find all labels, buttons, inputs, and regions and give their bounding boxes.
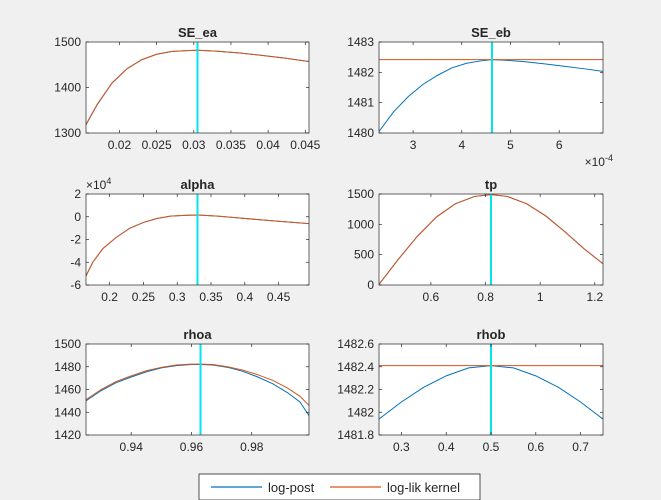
y-tick-label: 500 xyxy=(354,248,374,262)
subplot-title: SE_eb xyxy=(471,25,511,40)
y-tick-label: 1460 xyxy=(54,383,81,397)
subplot-alpha: 0.2 0.25 0.3 0.35 0.4 0.45 -6 -4 -2 0 2 alpha ×104 xyxy=(70,176,310,304)
y-tick-label: 1500 xyxy=(54,337,81,351)
x-tick-label: 0.6 xyxy=(527,440,544,454)
axes-background xyxy=(86,344,309,435)
y-tick-label: 1500 xyxy=(54,35,81,49)
y-tick-label: 1000 xyxy=(347,217,374,231)
subplot-rhob: 0.3 0.4 0.5 0.6 0.7 1481.8 1482 1482.2 1482.4 148… xyxy=(337,327,604,454)
y-exponent-label: ×104 xyxy=(86,176,111,192)
y-tick-label: 1482.2 xyxy=(337,383,374,397)
subplot-se-ea: 0.02 0.025 0.03 0.035 0.04 0.045 1300 1400 1500 S… xyxy=(54,25,320,152)
y-tick-label: 1480 xyxy=(347,126,374,140)
plot-area xyxy=(86,194,309,285)
plot-area xyxy=(379,194,603,285)
y-tick-label: -6 xyxy=(70,278,81,292)
x-tick-label: 0.025 xyxy=(142,138,172,152)
x-tick-label: 4 xyxy=(458,138,465,152)
x-tick-label: 0.25 xyxy=(132,290,156,304)
y-tick-label: 1400 xyxy=(54,81,81,95)
y-tick-label: 1482 xyxy=(347,65,374,79)
y-tick-label: 1482 xyxy=(347,405,374,419)
x-tick-label: 0.035 xyxy=(216,138,246,152)
y-tick-label: 1420 xyxy=(54,428,81,442)
x-tick-label: 0.045 xyxy=(290,138,320,152)
legend-label-log-lik-kernel: log-lik kernel xyxy=(387,480,460,495)
legend-label-log-post: log-post xyxy=(268,480,315,495)
subplot-title: SE_ea xyxy=(178,25,218,40)
plot-area xyxy=(379,42,603,133)
x-tick-label: 0.8 xyxy=(477,290,494,304)
x-tick-label: 0.02 xyxy=(108,138,132,152)
y-tick-label: 1440 xyxy=(54,405,81,419)
series-line-log-lik-kernel xyxy=(86,49,309,125)
x-exponent-label: ×10-4 xyxy=(585,153,613,169)
plot-area xyxy=(86,344,309,435)
x-tick-label: 0.3 xyxy=(393,440,410,454)
subplot-title: rhob xyxy=(477,327,506,342)
subplot-title: tp xyxy=(485,177,497,192)
y-tick-label: 0 xyxy=(367,278,374,292)
x-tick-label: 0.2 xyxy=(101,290,118,304)
x-tick-label: 5 xyxy=(507,138,514,152)
legend: log-post log-lik kernel xyxy=(198,473,481,500)
x-tick-label: 0.45 xyxy=(267,290,291,304)
x-tick-label: 0.4 xyxy=(438,440,455,454)
x-tick-label: 6 xyxy=(556,138,563,152)
x-tick-label: 0.04 xyxy=(256,138,280,152)
y-tick-label: 0 xyxy=(74,210,81,224)
y-tick-label: 1500 xyxy=(347,187,374,201)
y-tick-label: 1300 xyxy=(54,126,81,140)
x-tick-label: 0.3 xyxy=(169,290,186,304)
y-tick-label: 1482.6 xyxy=(337,337,374,351)
plot-area xyxy=(379,344,603,435)
y-tick-label: 1483 xyxy=(347,35,374,49)
y-tick-label: 1482.4 xyxy=(337,360,374,374)
subplot-title: rhoa xyxy=(183,327,212,342)
series-line-log-lik-kernel xyxy=(86,214,309,277)
x-tick-label: 0.94 xyxy=(120,440,144,454)
x-tick-label: 1 xyxy=(537,290,544,304)
x-tick-label: 0.03 xyxy=(182,138,206,152)
y-tick-label: 1481.8 xyxy=(337,428,374,442)
x-tick-label: 3 xyxy=(410,138,417,152)
y-tick-label: 1480 xyxy=(54,360,81,374)
y-tick-label: 2 xyxy=(74,187,81,201)
subplot-rhoa: 0.94 0.96 0.98 1420 1440 1460 1480 1500 rhoa xyxy=(54,327,310,454)
x-tick-label: 0.4 xyxy=(236,290,253,304)
x-tick-label: 0.6 xyxy=(423,290,440,304)
x-tick-label: 0.98 xyxy=(240,440,264,454)
y-tick-label: -2 xyxy=(70,233,81,247)
subplot-tp: 0.6 0.8 1 1.2 0 500 1000 1500 tp xyxy=(347,177,603,304)
subplot-grid: 0.02 0.025 0.03 0.035 0.04 0.045130014001500S… xyxy=(54,25,613,454)
x-tick-label: 0.96 xyxy=(180,440,204,454)
axes-frame xyxy=(378,193,604,286)
axes-frame xyxy=(378,41,604,134)
subplot-title: alpha xyxy=(181,177,216,192)
x-tick-label: 0.35 xyxy=(199,290,223,304)
x-tick-label: 0.7 xyxy=(572,440,589,454)
x-tick-label: 0.5 xyxy=(483,440,500,454)
subplot-se-eb: 3 4 5 6 1480 1481 1482 1483 SE_eb ×10-4 xyxy=(347,25,613,169)
x-tick-label: 1.2 xyxy=(586,290,603,304)
y-tick-label: 1481 xyxy=(347,96,374,110)
y-tick-label: -4 xyxy=(70,255,81,269)
plot-area xyxy=(86,42,309,133)
series-line-log-post xyxy=(379,59,603,132)
